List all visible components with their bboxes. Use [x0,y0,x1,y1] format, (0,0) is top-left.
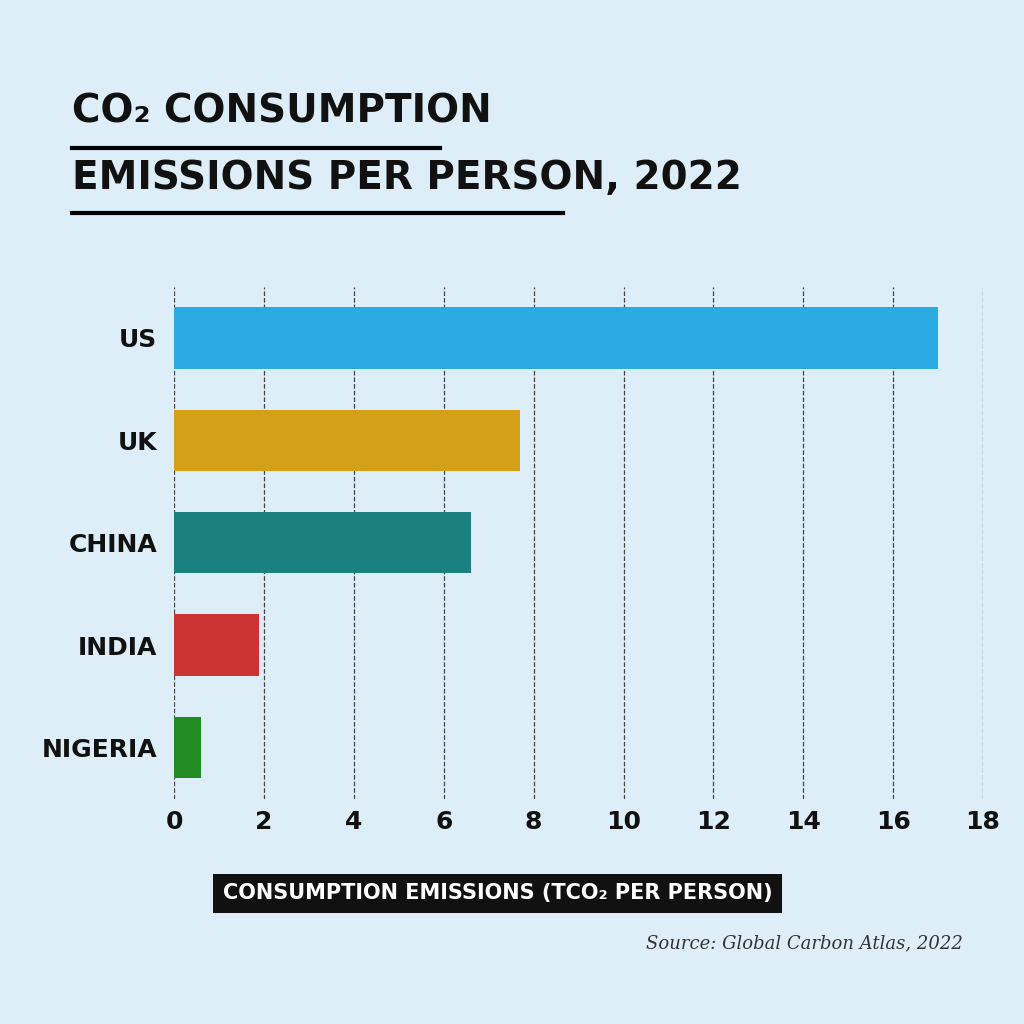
Text: CO₂ CONSUMPTION: CO₂ CONSUMPTION [72,92,492,130]
Text: Source: Global Carbon Atlas, 2022: Source: Global Carbon Atlas, 2022 [646,934,963,952]
Bar [174,512,471,573]
Text: EMISSIONS PER PERSON, 2022: EMISSIONS PER PERSON, 2022 [72,159,741,197]
Text: CONSUMPTION EMISSIONS (TCO₂ PER PERSON): CONSUMPTION EMISSIONS (TCO₂ PER PERSON) [223,884,772,903]
Bar [174,614,259,676]
Bar [174,410,520,471]
Bar [174,307,938,369]
Bar [174,717,201,778]
